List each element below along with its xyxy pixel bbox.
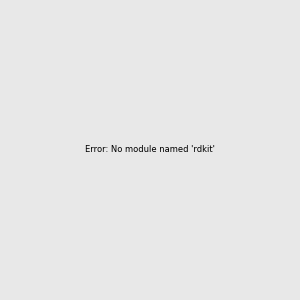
Text: Error: No module named 'rdkit': Error: No module named 'rdkit' — [85, 146, 215, 154]
